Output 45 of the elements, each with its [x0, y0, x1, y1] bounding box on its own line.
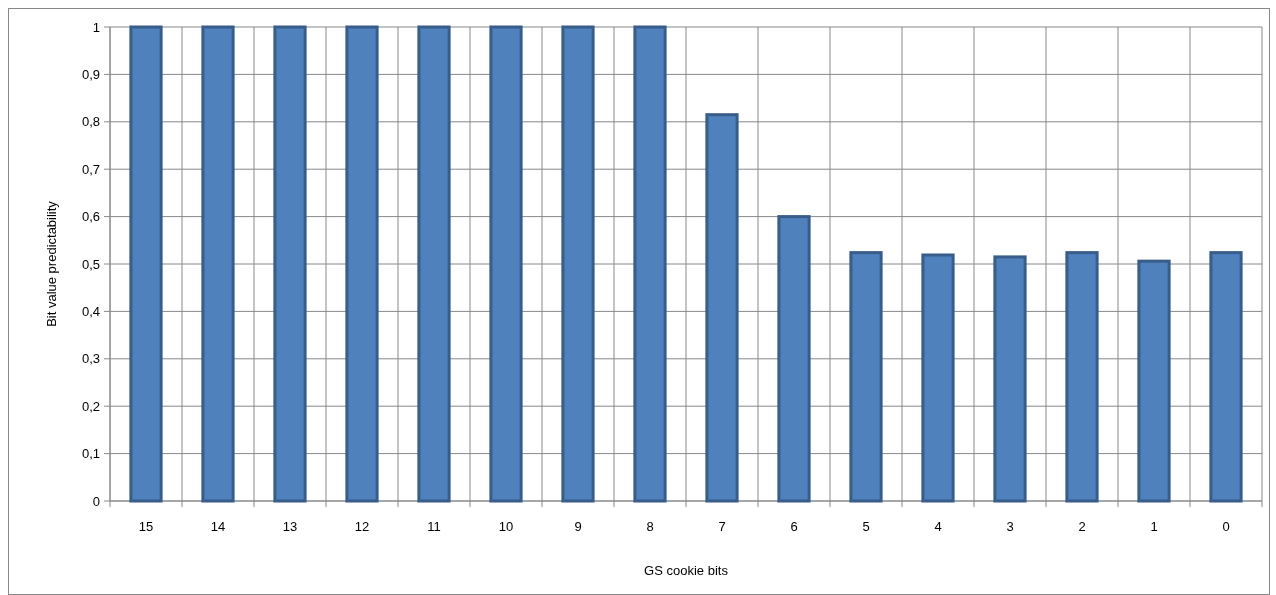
y-tick-label: 1 — [92, 19, 100, 35]
bar — [993, 255, 1027, 503]
y-tick-label: 0,5 — [81, 256, 100, 272]
x-tick-label: 0 — [1222, 519, 1230, 534]
bar — [1209, 251, 1243, 503]
y-tick-label: 0,7 — [81, 161, 100, 177]
bar — [1065, 251, 1099, 503]
bar — [561, 25, 595, 503]
y-tick-label: 0,3 — [81, 351, 100, 367]
bar — [1137, 259, 1171, 503]
bar — [273, 25, 307, 503]
x-tick-label: 5 — [862, 519, 870, 534]
bar — [705, 113, 739, 503]
bar — [777, 215, 811, 503]
x-tick-label: 11 — [427, 519, 441, 534]
x-tick-label: 12 — [354, 519, 370, 534]
x-axis-title: GS cookie bits — [644, 563, 729, 578]
y-tick-label: 0,1 — [81, 446, 100, 462]
bar — [633, 25, 667, 503]
x-tick-label: 10 — [498, 519, 514, 534]
bar — [201, 25, 235, 503]
x-tick-label: 7 — [718, 519, 726, 534]
bar — [921, 253, 955, 503]
y-tick-label: 0,6 — [81, 209, 100, 225]
y-tick-label: 0 — [92, 493, 100, 509]
x-tick-label: 1 — [1150, 519, 1158, 534]
bar — [129, 25, 163, 503]
x-tick-label: 8 — [646, 519, 654, 534]
bar — [489, 25, 523, 503]
x-tick-label: 9 — [574, 519, 582, 534]
bar — [849, 251, 883, 503]
y-tick-label: 0,2 — [81, 398, 100, 414]
x-tick-label: 13 — [282, 519, 298, 534]
x-tick-label: 4 — [934, 519, 942, 534]
x-tick-label: 6 — [790, 519, 798, 534]
bar — [417, 25, 451, 503]
x-tick-label: 14 — [210, 519, 226, 534]
x-tick-label: 15 — [138, 519, 154, 534]
x-tick-label: 2 — [1078, 519, 1086, 534]
y-tick-label: 0,8 — [81, 114, 100, 130]
bar — [345, 25, 379, 503]
y-axis-title: Bit value predictability — [44, 200, 59, 327]
y-tick-label: 0,9 — [81, 66, 100, 82]
y-tick-label: 0,4 — [81, 303, 100, 319]
x-tick-label: 3 — [1006, 519, 1014, 534]
